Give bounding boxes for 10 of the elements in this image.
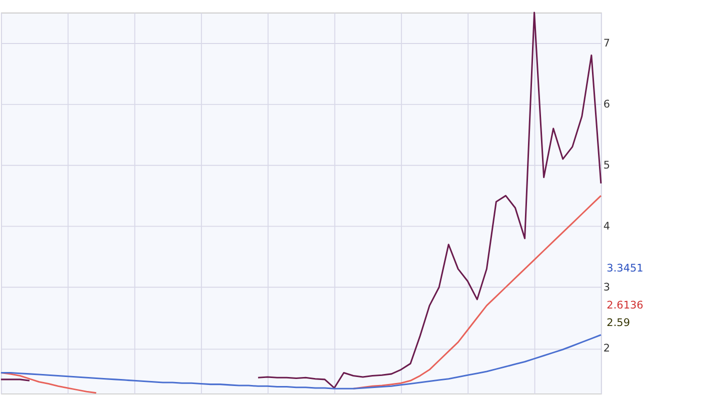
y-tick-label: 5 [603, 159, 610, 172]
text: 2.6136 [606, 300, 644, 312]
line-series [0, 334, 602, 390]
y-tick-label: 4 [603, 220, 610, 233]
y-tick-label: 2 [603, 342, 610, 355]
text: 3.3451 [606, 262, 644, 274]
text: 2.59 [606, 316, 630, 329]
y-tick-label: 6 [603, 98, 610, 110]
y-tick-label: 3 [603, 282, 610, 294]
y-tick-label: 7 [603, 37, 610, 50]
